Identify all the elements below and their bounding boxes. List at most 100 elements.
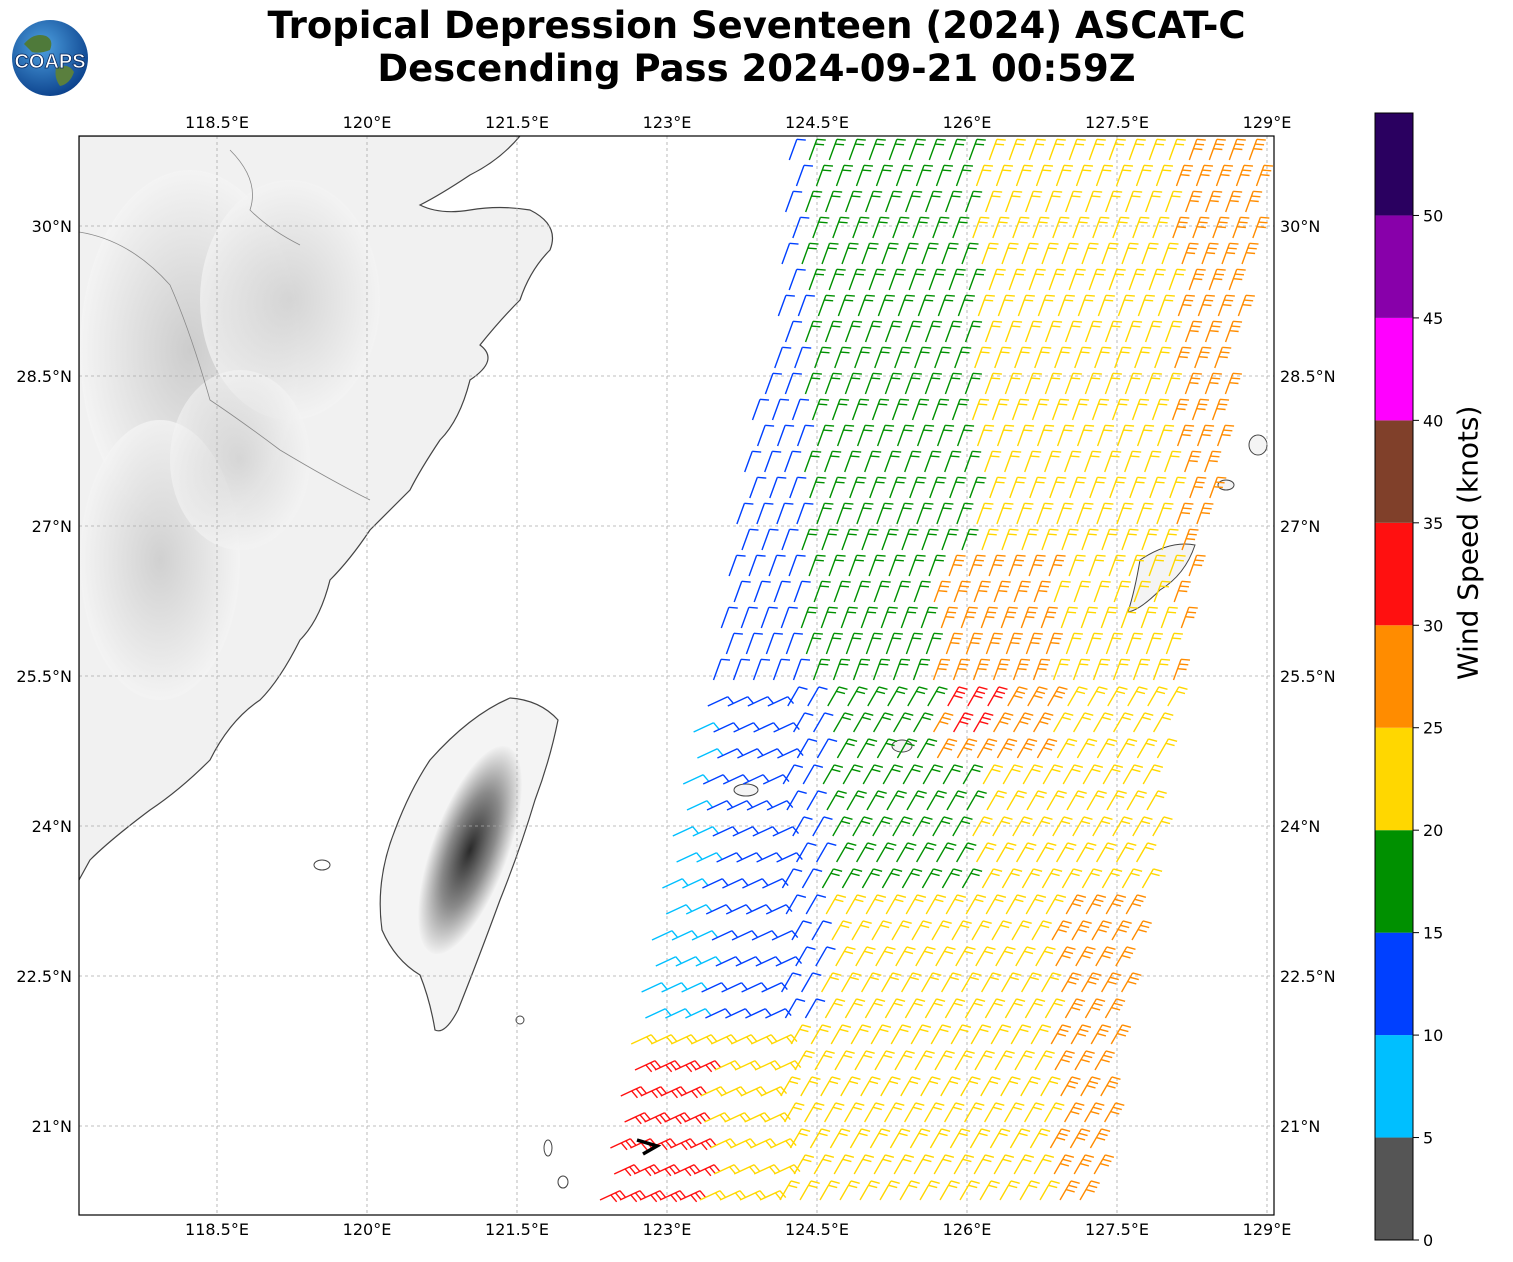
wind-barb bbox=[921, 528, 939, 551]
chart-title: Tropical Depression Seventeen (2024) ASC… bbox=[0, 4, 1513, 90]
wind-barb bbox=[1073, 580, 1091, 603]
wind-barb bbox=[1095, 164, 1114, 187]
wind-barb bbox=[896, 502, 914, 525]
wind-barb bbox=[680, 1086, 708, 1099]
wind-barb bbox=[1136, 738, 1158, 759]
wind-barb bbox=[941, 242, 959, 265]
wind-barb bbox=[982, 764, 1004, 785]
wind-barb bbox=[952, 216, 970, 239]
wind-barb bbox=[1002, 764, 1024, 785]
wind-barb bbox=[704, 1112, 731, 1123]
lon-tick-label-bottom: 120°E bbox=[343, 1220, 392, 1239]
wind-barb bbox=[900, 1076, 921, 1097]
wind-barb bbox=[941, 528, 959, 551]
wind-barb bbox=[1022, 764, 1044, 785]
wind-barb bbox=[969, 1128, 991, 1149]
wind-barb bbox=[787, 686, 808, 707]
wind-barb bbox=[891, 398, 910, 421]
wind-barb bbox=[870, 1024, 892, 1045]
wind-barb bbox=[801, 242, 819, 265]
wind-barb bbox=[820, 606, 838, 629]
wind-barb bbox=[715, 956, 743, 967]
wind-barb bbox=[841, 242, 859, 265]
wind-barb bbox=[756, 424, 775, 447]
wind-barb bbox=[1156, 738, 1178, 759]
wind-barb bbox=[1012, 216, 1030, 239]
wind-barb bbox=[1174, 346, 1192, 369]
wind-barb bbox=[1094, 1050, 1115, 1071]
wind-barb bbox=[1036, 502, 1054, 525]
wind-barb bbox=[868, 268, 886, 291]
wind-barb bbox=[888, 138, 906, 161]
wind-barb bbox=[1075, 164, 1094, 187]
lon-tick-label-top: 118.5°E bbox=[185, 113, 249, 132]
wind-barb bbox=[781, 528, 799, 551]
wind-barb bbox=[1104, 320, 1123, 343]
wind-barb bbox=[1194, 346, 1212, 369]
storm-center-arrow-icon bbox=[636, 1138, 662, 1156]
colorbar-tick-label: 30 bbox=[1423, 616, 1443, 635]
wind-barb bbox=[1039, 1180, 1060, 1201]
wind-barb bbox=[1152, 658, 1171, 681]
wind-barb bbox=[892, 712, 914, 733]
wind-barb bbox=[800, 972, 822, 993]
wind-barb bbox=[908, 554, 926, 577]
wind-barb bbox=[945, 894, 967, 915]
wind-barb bbox=[1192, 216, 1210, 239]
wind-barb bbox=[1092, 816, 1113, 837]
wind-barb bbox=[902, 764, 924, 785]
wind-barb bbox=[964, 372, 982, 395]
wind-barb bbox=[1014, 346, 1032, 369]
wind-barb bbox=[1144, 450, 1162, 473]
wind-barb bbox=[1197, 294, 1215, 317]
wind-barb bbox=[1228, 138, 1246, 161]
wind-barb bbox=[814, 346, 832, 369]
wind-barb bbox=[1062, 764, 1084, 785]
colorbar-bin bbox=[1375, 113, 1413, 216]
wind-barb bbox=[800, 1076, 821, 1097]
wind-barb bbox=[1000, 972, 1022, 993]
wind-barb bbox=[1016, 424, 1035, 447]
wind-barb bbox=[1036, 424, 1055, 447]
lon-tick-label-top: 121.5°E bbox=[485, 113, 549, 132]
wind-barb bbox=[944, 998, 966, 1019]
wind-barb bbox=[937, 294, 955, 317]
wind-barb bbox=[1055, 164, 1074, 187]
wind-barb bbox=[720, 606, 738, 629]
lon-tick-label-top: 123°E bbox=[643, 113, 692, 132]
wind-barb bbox=[905, 894, 927, 915]
wind-barb bbox=[1052, 816, 1073, 837]
wind-barb bbox=[901, 242, 919, 265]
wind-barb bbox=[894, 346, 912, 369]
wind-barb bbox=[817, 294, 835, 317]
wind-barb bbox=[1124, 320, 1143, 343]
wind-barb bbox=[1132, 658, 1151, 681]
wind-barb bbox=[705, 1008, 732, 1019]
wind-barb bbox=[1188, 554, 1206, 577]
wind-barb bbox=[1161, 242, 1179, 265]
wind-barb bbox=[693, 722, 720, 733]
wind-barb bbox=[659, 1190, 687, 1203]
lat-tick-label-left: 30°N bbox=[32, 217, 72, 236]
wind-barb bbox=[726, 800, 754, 811]
colorbar-tick-label: 5 bbox=[1423, 1129, 1433, 1148]
wind-barb bbox=[1069, 1128, 1091, 1149]
wind-barb bbox=[1060, 606, 1078, 629]
wind-barb bbox=[806, 790, 827, 811]
wind-barb bbox=[821, 242, 839, 265]
wind-barb bbox=[1055, 842, 1077, 863]
wind-barb bbox=[829, 476, 847, 499]
wind-barb bbox=[865, 632, 883, 655]
wind-barb bbox=[825, 190, 843, 213]
wind-barb bbox=[1109, 476, 1127, 499]
lon-tick-label-top: 126°E bbox=[943, 113, 992, 132]
wind-barb bbox=[794, 1050, 815, 1071]
wind-barb bbox=[884, 998, 906, 1019]
wind-barb bbox=[994, 1050, 1015, 1071]
wind-barb bbox=[985, 894, 1007, 915]
wind-barb bbox=[802, 764, 824, 785]
wind-barb bbox=[890, 1024, 912, 1045]
wind-barb bbox=[1176, 424, 1195, 447]
wind-barb bbox=[733, 1164, 761, 1175]
wind-barb bbox=[1032, 816, 1053, 837]
